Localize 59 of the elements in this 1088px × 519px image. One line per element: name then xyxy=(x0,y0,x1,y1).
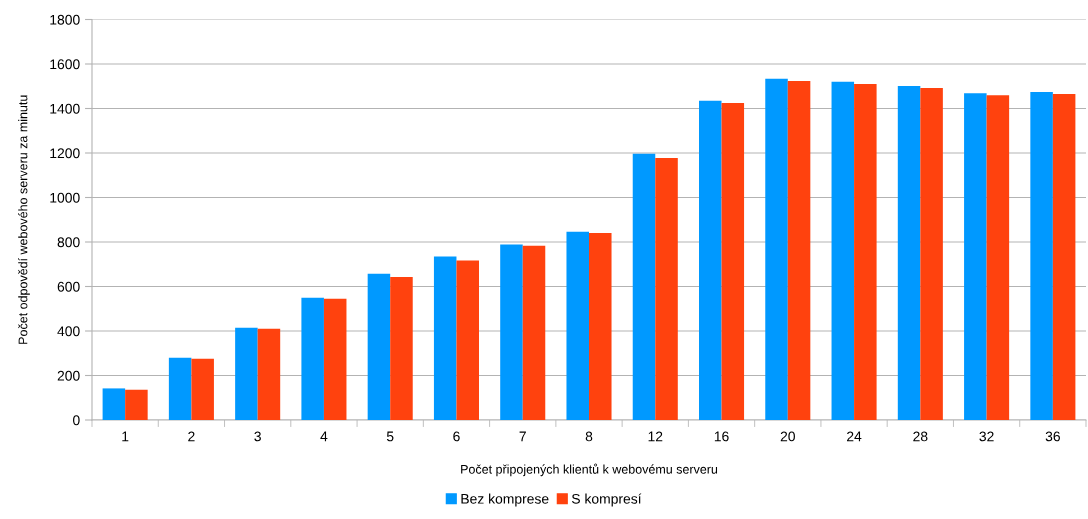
bar xyxy=(632,153,656,420)
y-tick-label: 1800 xyxy=(50,14,80,25)
legend-label: S kompresí xyxy=(571,493,642,507)
x-tick-label: 6 xyxy=(453,431,460,442)
y-tick-label: 600 xyxy=(57,281,80,292)
y-tick-label: 1600 xyxy=(50,59,80,70)
y-tick-label: 200 xyxy=(57,370,80,381)
bar xyxy=(168,357,192,420)
x-tick-label: 28 xyxy=(913,431,928,442)
bar xyxy=(500,244,523,420)
x-tick-label: 20 xyxy=(780,431,795,442)
y-axis-title: Počet odpovědí webového serveru za minutu xyxy=(18,95,30,344)
bar xyxy=(589,232,612,420)
x-tick-label: 3 xyxy=(254,431,261,442)
y-tick-label: 1000 xyxy=(50,192,80,203)
x-tick-label: 36 xyxy=(1045,431,1060,442)
bar xyxy=(191,358,214,420)
bar xyxy=(257,328,281,420)
bar xyxy=(235,327,258,420)
bar xyxy=(390,276,413,420)
bar xyxy=(721,102,745,420)
bar xyxy=(522,245,546,420)
x-tick-label: 7 xyxy=(519,431,526,442)
bar xyxy=(699,100,722,420)
x-tick-label: 16 xyxy=(714,431,729,442)
bar xyxy=(433,256,457,420)
y-tick-label: 1200 xyxy=(50,148,80,159)
x-tick-label: 8 xyxy=(585,431,593,442)
x-tick-label: 2 xyxy=(188,431,195,442)
x-tick-label: 1 xyxy=(122,431,129,442)
x-tick-label: 4 xyxy=(320,431,328,442)
bar xyxy=(765,78,788,420)
bar xyxy=(986,95,1010,420)
legend-label: Bez komprese xyxy=(461,493,549,507)
x-tick-label: 12 xyxy=(648,431,663,442)
bar xyxy=(367,273,391,420)
x-axis-title: Počet připojených klientů k webovému serveru xyxy=(461,463,718,477)
bar xyxy=(566,231,589,420)
bar xyxy=(1030,92,1053,420)
bar xyxy=(655,158,678,420)
bar xyxy=(831,81,855,420)
bar xyxy=(964,93,987,420)
bar xyxy=(787,80,811,420)
bar xyxy=(1052,94,1076,420)
x-tick-label: 24 xyxy=(847,431,862,442)
bar xyxy=(897,86,921,420)
x-tick-label: 5 xyxy=(386,431,394,442)
bar xyxy=(301,297,324,420)
bar xyxy=(125,389,148,420)
bar xyxy=(456,260,479,420)
bar xyxy=(920,88,943,420)
bar xyxy=(854,84,877,420)
y-tick-label: 800 xyxy=(57,237,80,248)
bar xyxy=(323,298,347,420)
y-tick-label: 1400 xyxy=(50,103,80,114)
x-tick-label: 32 xyxy=(979,431,994,442)
bar xyxy=(102,388,126,420)
y-tick-label: 400 xyxy=(57,326,80,337)
y-tick-label: 0 xyxy=(73,415,80,426)
